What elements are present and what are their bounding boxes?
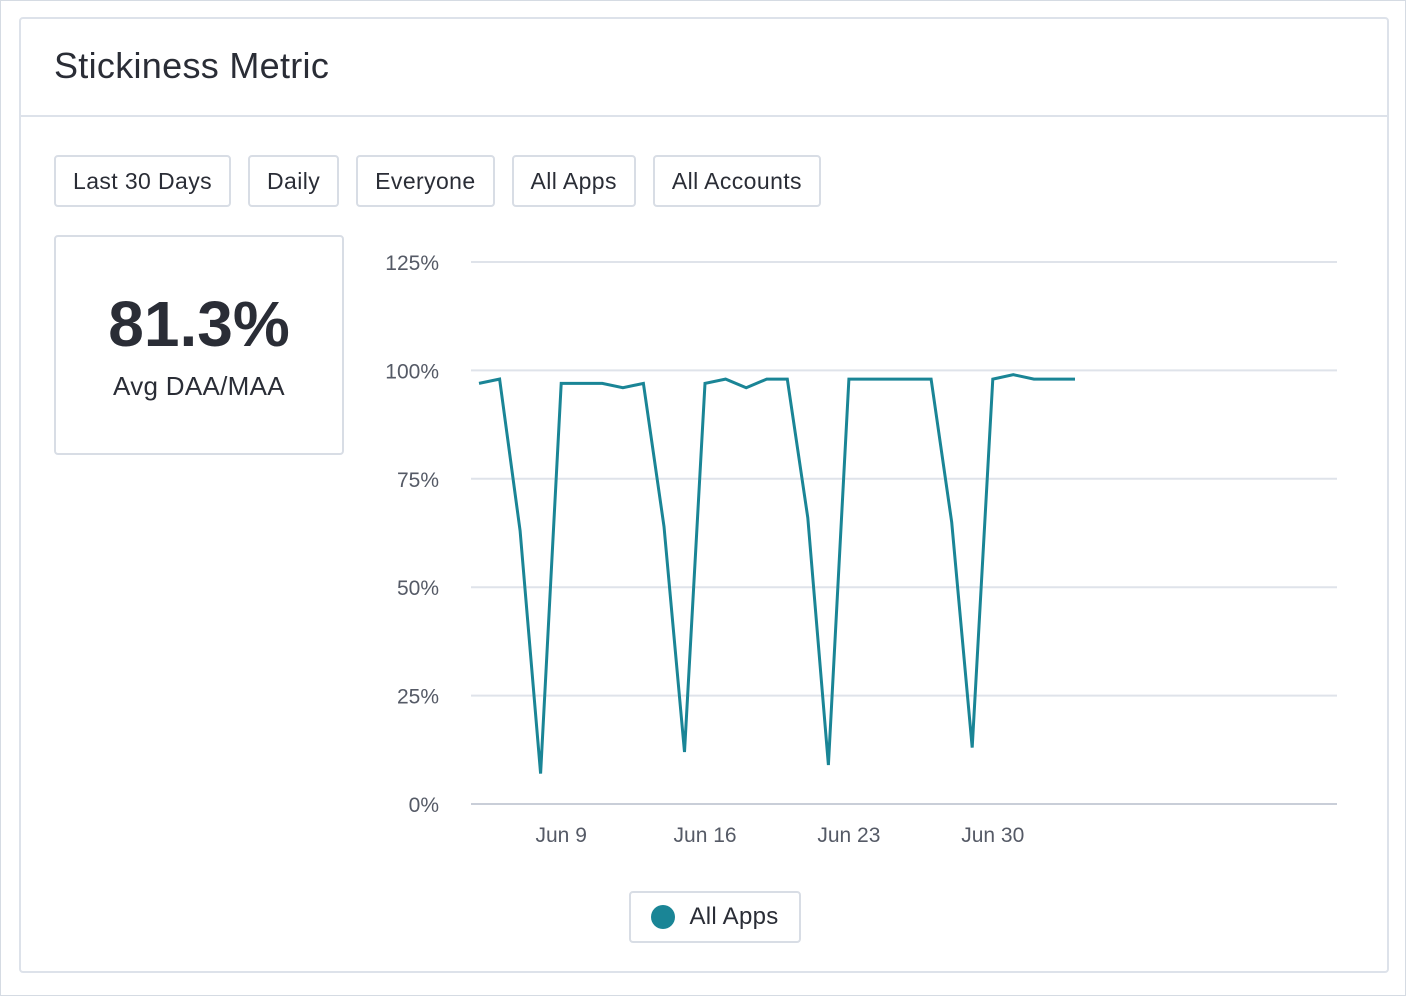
segment-filter[interactable]: Everyone <box>356 155 495 207</box>
series-line-all-apps <box>478 373 1075 774</box>
card-header: Stickiness Metric <box>21 19 1387 117</box>
x-tick-label: Jun 16 <box>674 824 737 847</box>
interval-filter[interactable]: Daily <box>248 155 340 207</box>
accounts-filter[interactable]: All Accounts <box>652 155 821 207</box>
card-title: Stickiness Metric <box>54 45 330 86</box>
y-tick-label: 25% <box>397 686 439 709</box>
stickiness-line-chart: 0% 25% 50% 75% 100% 125% Jun 9 Jun 16 Jun 23 Jun … <box>385 252 1337 847</box>
y-tick-label: 125% <box>385 252 439 275</box>
apps-filter[interactable]: All Apps <box>511 155 636 207</box>
y-tick-label: 75% <box>397 469 439 492</box>
filter-bar: Last 30 Days Daily Everyone All Apps All… <box>54 155 821 207</box>
x-tick-label: Jun 30 <box>961 824 1024 847</box>
kpi-label: Avg DAA/MAA <box>113 371 285 401</box>
legend-label: All Apps <box>689 903 779 930</box>
legend-swatch <box>651 905 676 929</box>
x-tick-label: Jun 23 <box>817 824 880 847</box>
y-tick-label: 100% <box>385 360 439 383</box>
legend-item-all-apps[interactable]: All Apps <box>629 891 801 943</box>
y-tick-label: 50% <box>397 577 439 600</box>
y-tick-label: 0% <box>409 794 439 817</box>
stickiness-card: Stickiness Metric Last 30 Days Daily Eve… <box>19 17 1389 973</box>
kpi-value: 81.3% <box>108 288 290 360</box>
x-tick-label: Jun 9 <box>536 824 587 847</box>
kpi-box: 81.3% Avg DAA/MAA <box>54 235 344 455</box>
date-range-filter[interactable]: Last 30 Days <box>54 155 232 207</box>
